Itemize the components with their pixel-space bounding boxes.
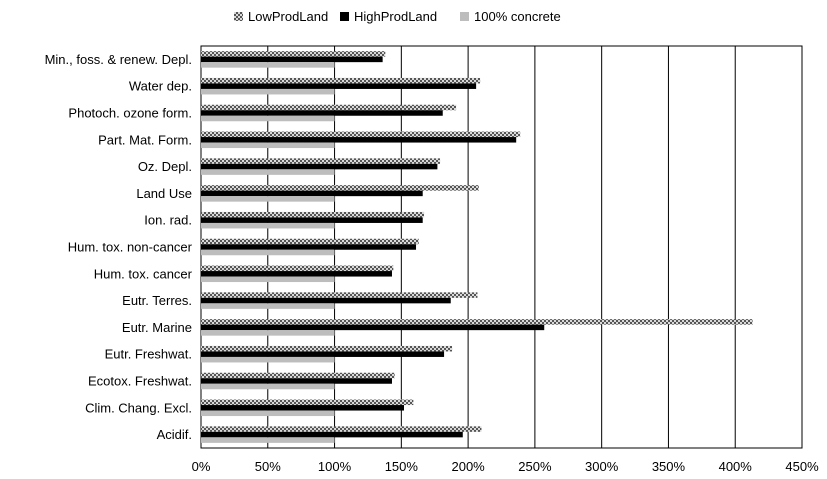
bar-lowprodland	[201, 185, 479, 191]
bar-lowprodland	[201, 426, 482, 432]
bar-100-concrete	[201, 169, 335, 175]
legend-swatch	[234, 12, 243, 21]
bar-highprodland	[201, 163, 438, 170]
bar-100-concrete	[201, 222, 335, 229]
bar-100-concrete	[201, 330, 335, 336]
bar-100-concrete	[201, 249, 335, 256]
bars	[201, 51, 753, 443]
bar-highprodland	[201, 217, 423, 223]
bar-100-concrete	[201, 383, 335, 390]
x-tick-label: 350%	[652, 459, 686, 474]
bar-lowprodland	[201, 345, 453, 352]
bar-lowprodland	[201, 265, 394, 272]
bar-lowprodland	[201, 292, 478, 298]
bar-highprodland	[201, 405, 405, 411]
bar-100-concrete	[201, 410, 335, 417]
bar-100-concrete	[201, 356, 335, 363]
bar-lowprodland	[201, 372, 395, 379]
x-tick-label: 50%	[255, 459, 281, 474]
x-tick-label: 250%	[518, 459, 552, 474]
x-tick-label: 450%	[785, 459, 819, 474]
bar-lowprodland	[201, 238, 419, 245]
category-label: Ion. rad.	[144, 213, 192, 228]
bar-lowprodland	[201, 319, 753, 325]
bar-highprodland	[201, 244, 417, 250]
bar-lowprodland	[201, 211, 425, 218]
x-tick-label: 100%	[318, 459, 352, 474]
bar-highprodland	[201, 431, 463, 438]
bar-highprodland	[201, 56, 383, 63]
category-label: Eutr. Marine	[122, 320, 192, 335]
bar-100-concrete	[201, 115, 335, 122]
legend: LowProdLand HighProdLand 100% concrete	[234, 9, 561, 24]
bar-100-concrete	[201, 62, 335, 68]
bar-highprodland	[201, 378, 392, 384]
bar-highprodland	[201, 324, 545, 331]
category-label: Oz. Depl.	[138, 159, 192, 174]
x-axis-labels: 0% 50% 100% 150% 200% 250% 300% 350% 400% 450%	[192, 459, 819, 474]
y-axis-labels: Min., foss. & renew. Depl. Water dep. Phot…	[45, 52, 193, 442]
x-tick-label: 0%	[192, 459, 211, 474]
x-tick-label: 200%	[451, 459, 485, 474]
bar-highprodland	[201, 297, 451, 304]
bar-lowprodland	[201, 399, 414, 406]
category-label: Hum. tox. non-cancer	[68, 240, 193, 255]
category-label: Eutr. Terres.	[122, 293, 192, 308]
legend-swatch	[460, 12, 469, 21]
bar-highprodland	[201, 83, 477, 89]
bar-lowprodland	[201, 158, 441, 164]
x-tick-label: 400%	[719, 459, 753, 474]
bar-highprodland	[201, 110, 443, 116]
category-label: Acidif.	[157, 427, 192, 442]
category-label: Clim. Chang. Excl.	[85, 400, 192, 415]
legend-swatch	[340, 12, 349, 21]
legend-label: HighProdLand	[354, 9, 437, 24]
bar-highprodland	[201, 137, 517, 143]
bar-100-concrete	[201, 196, 335, 202]
bar-100-concrete	[201, 142, 335, 149]
bar-100-concrete	[201, 437, 335, 443]
bar-lowprodland	[201, 51, 386, 57]
bar-lowprodland	[201, 131, 521, 138]
bar-100-concrete	[201, 88, 335, 95]
bar-100-concrete	[201, 276, 335, 283]
legend-label: LowProdLand	[248, 9, 328, 24]
bar-highprodland	[201, 271, 392, 277]
x-tick-label: 300%	[585, 459, 619, 474]
category-label: Water dep.	[129, 79, 192, 94]
bar-lowprodland	[201, 77, 481, 84]
category-label: Eutr. Freshwat.	[105, 347, 192, 362]
category-label: Land Use	[136, 186, 192, 201]
bar-lowprodland	[201, 104, 457, 111]
category-label: Ecotox. Freshwat.	[88, 374, 192, 389]
category-label: Photoch. ozone form.	[68, 106, 192, 121]
legend-label: 100% concrete	[474, 9, 561, 24]
category-label: Min., foss. & renew. Depl.	[45, 52, 192, 67]
bar-highprodland	[201, 351, 445, 357]
category-label: Part. Mat. Form.	[98, 132, 192, 147]
x-tick-label: 150%	[385, 459, 419, 474]
bar-100-concrete	[201, 303, 335, 309]
category-label: Hum. tox. cancer	[94, 266, 193, 281]
bar-highprodland	[201, 190, 423, 197]
